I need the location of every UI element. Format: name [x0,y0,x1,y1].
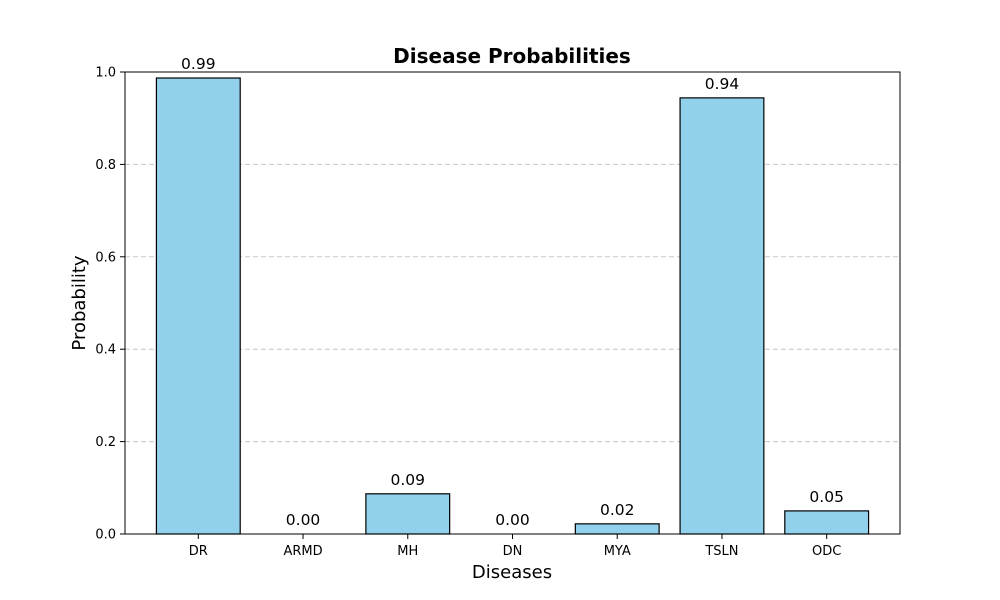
x-tick-label: TSLN [704,544,738,559]
bar-dr [155,77,241,535]
bar-mh [365,493,451,535]
x-tick-label: MH [397,544,418,559]
data-labels: 0.99 0.00 0.09 0.00 0.02 0.94 0.05 [181,55,844,529]
x-tick-label: DN [503,544,523,559]
data-label: 0.00 [286,511,321,529]
plot-frame [124,71,901,535]
x-axis-label: Diseases [472,562,552,583]
bar-tsln [679,97,765,535]
y-tick-label: 0.2 [95,435,116,450]
bar-odc [784,510,870,535]
y-tick-label: 0.4 [95,343,116,358]
bar-mya [574,523,660,535]
y-axis-label: Probability [69,255,90,350]
chart-title: Disease Probabilities [393,44,631,68]
data-label: 0.94 [705,75,740,93]
grid-layer [125,163,900,443]
bars-layer [155,77,870,535]
y-axis: 0.0 0.2 0.4 0.6 0.8 1.0 [95,66,125,543]
y-tick-label: 0.8 [95,158,116,173]
data-label: 0.02 [600,501,635,519]
y-tick-label: 0.0 [95,528,116,543]
x-tick-label: MYA [604,544,631,559]
x-axis: DR ARMD MH DN MYA TSLN ODC [189,534,841,559]
y-tick-label: 0.6 [95,250,116,265]
x-tick-label: DR [189,544,208,559]
y-tick-label: 1.0 [95,66,116,81]
data-label: 0.00 [495,511,530,529]
x-tick-label: ODC [812,544,841,559]
data-label: 0.99 [181,55,216,73]
data-label: 0.09 [391,471,426,489]
data-label: 0.05 [809,488,844,506]
x-tick-label: ARMD [283,544,322,559]
